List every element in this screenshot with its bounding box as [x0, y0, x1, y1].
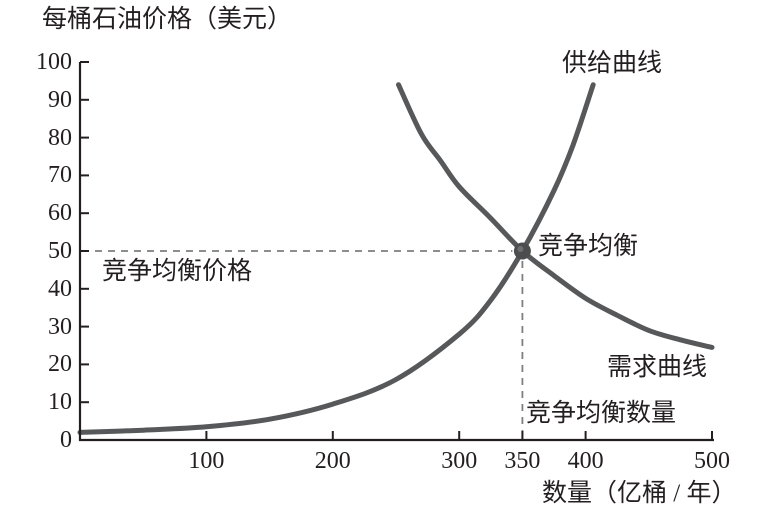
demand-curve — [396, 82, 715, 350]
x-tick-label: 100 — [188, 448, 225, 474]
equilibrium-point-label: 竞争均衡 — [538, 233, 639, 260]
y-tick-label: 90 — [48, 86, 72, 113]
demand-curve-label: 需求曲线 — [607, 354, 708, 381]
y-tick-label: 80 — [48, 124, 72, 151]
x-tick-label: 350 — [504, 448, 541, 474]
y-tick-label: 50 — [48, 238, 72, 264]
x-tick-label: 200 — [314, 448, 351, 474]
equilibrium-price-label: 竞争均衡价格 — [102, 258, 253, 285]
equilibrium-quantity-label: 竞争均衡数量 — [526, 400, 677, 427]
x-tick-label: 300 — [441, 448, 478, 474]
y-tick-label: 10 — [48, 389, 72, 416]
x-tick-label: 500 — [694, 448, 730, 474]
y-axis-title: 每桶石油价格（美元） — [42, 6, 293, 33]
y-tick-label: 20 — [48, 351, 72, 378]
x-axis-title: 数量（亿桶 / 年） — [542, 480, 737, 507]
equilibrium-point-highlight — [517, 246, 524, 252]
supply-curve — [77, 82, 596, 435]
y-tick-label: 60 — [48, 200, 72, 227]
axes-lines — [78, 62, 714, 442]
supply-curve-label: 供给曲线 — [562, 50, 663, 77]
y-tick-label: 100 — [36, 49, 72, 75]
x-tick-label: 400 — [567, 448, 604, 474]
y-tick-label: 70 — [48, 162, 72, 189]
y-tick-label: 0 — [60, 427, 72, 453]
y-tick-label: 40 — [48, 275, 72, 302]
y-tick-label: 30 — [48, 313, 72, 340]
